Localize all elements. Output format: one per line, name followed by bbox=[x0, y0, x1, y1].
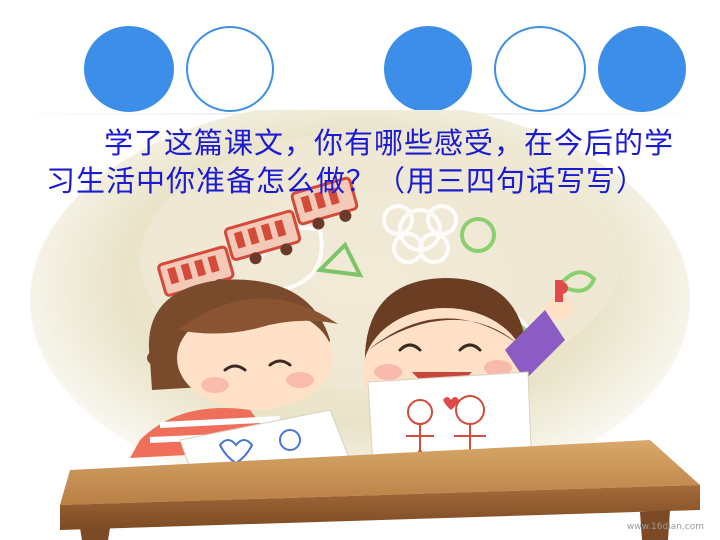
question-text: 学了这篇课文，你有哪些感受，在今后的学习生活中你准备怎么做？（用三四句话写写） bbox=[46, 126, 675, 198]
girl-figure bbox=[130, 279, 338, 458]
toy-train bbox=[157, 176, 359, 300]
filled-circle-3 bbox=[598, 26, 686, 112]
desk-leg-left bbox=[80, 528, 110, 540]
desk-top bbox=[60, 440, 700, 505]
filled-circle-1 bbox=[84, 26, 174, 112]
chalk-leaf-2 bbox=[558, 270, 597, 293]
outline-circle-2 bbox=[494, 26, 586, 112]
children-drawing-illustration bbox=[30, 110, 700, 540]
desk-leg-right bbox=[640, 510, 670, 540]
chalk-triangle bbox=[315, 241, 364, 278]
decorative-circles-row bbox=[0, 0, 720, 120]
watermark: www.16dian.com bbox=[626, 522, 704, 532]
desk-front bbox=[60, 485, 700, 530]
chalk-green-circle bbox=[460, 217, 496, 253]
filled-circle-2 bbox=[384, 26, 472, 112]
outline-circle-1 bbox=[186, 26, 274, 112]
